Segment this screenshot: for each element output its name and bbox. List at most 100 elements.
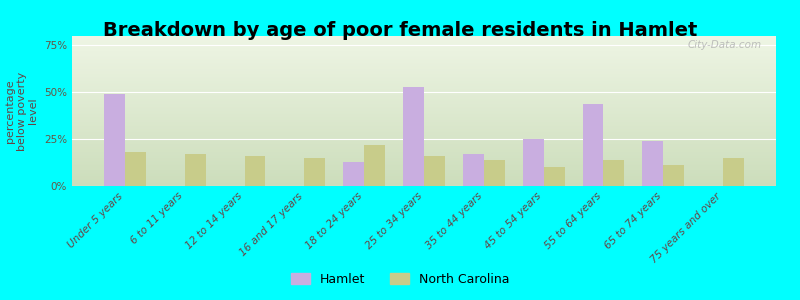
Bar [72, 72, 776, 74]
Bar [582, 103, 603, 186]
Bar [304, 158, 326, 186]
Bar [72, 126, 776, 128]
Bar [72, 171, 776, 172]
Bar [72, 129, 776, 130]
Bar [72, 160, 776, 162]
Bar [104, 94, 125, 186]
Bar [72, 56, 776, 57]
Bar [72, 154, 776, 156]
Bar [72, 85, 776, 87]
Bar [72, 142, 776, 144]
Bar [72, 87, 776, 88]
Bar [72, 92, 776, 93]
Bar [72, 123, 776, 124]
Bar [72, 51, 776, 52]
Bar [72, 90, 776, 92]
Bar [72, 167, 776, 168]
Bar [72, 148, 776, 150]
Bar [72, 99, 776, 100]
Bar [642, 141, 663, 186]
Bar [72, 108, 776, 110]
Bar [72, 80, 776, 81]
Bar [72, 46, 776, 48]
Bar [72, 124, 776, 126]
Bar [72, 75, 776, 76]
Bar [72, 138, 776, 140]
Bar [364, 145, 385, 186]
Bar [72, 159, 776, 160]
Bar [522, 139, 544, 186]
Bar [72, 122, 776, 123]
Bar [72, 52, 776, 54]
Bar [72, 36, 776, 38]
Bar [72, 184, 776, 186]
Bar [72, 158, 776, 159]
Bar [72, 116, 776, 117]
Bar [72, 93, 776, 94]
Bar [72, 111, 776, 112]
Bar [72, 105, 776, 106]
Bar [72, 172, 776, 174]
Bar [72, 164, 776, 165]
Bar [72, 66, 776, 68]
Bar [72, 156, 776, 158]
Bar [484, 160, 505, 186]
Bar [125, 152, 146, 186]
Bar [72, 39, 776, 40]
Bar [72, 177, 776, 178]
Bar [603, 160, 624, 186]
Bar [72, 180, 776, 182]
Bar [72, 165, 776, 166]
Bar [72, 183, 776, 184]
Bar [72, 84, 776, 86]
Bar [72, 81, 776, 82]
Text: City-Data.com: City-Data.com [688, 40, 762, 50]
Bar [72, 40, 776, 42]
Bar [72, 146, 776, 147]
Bar [72, 114, 776, 116]
Bar [72, 168, 776, 170]
Bar [72, 61, 776, 63]
Bar [72, 152, 776, 153]
Bar [245, 156, 266, 186]
Bar [72, 106, 776, 108]
Bar [72, 140, 776, 141]
Bar [72, 54, 776, 56]
Bar [72, 102, 776, 104]
Bar [72, 150, 776, 152]
Bar [72, 169, 776, 171]
Bar [72, 182, 776, 183]
Bar [72, 134, 776, 135]
Bar [72, 42, 776, 44]
Bar [72, 176, 776, 177]
Legend: Hamlet, North Carolina: Hamlet, North Carolina [286, 268, 514, 291]
Bar [723, 158, 744, 186]
Bar [72, 110, 776, 111]
Bar [72, 45, 776, 46]
Bar [185, 154, 206, 186]
Bar [72, 135, 776, 136]
Bar [72, 162, 776, 164]
Bar [72, 130, 776, 132]
Bar [72, 58, 776, 60]
Bar [72, 88, 776, 90]
Bar [72, 141, 776, 142]
Bar [72, 118, 776, 120]
Bar [72, 63, 776, 64]
Bar [72, 69, 776, 70]
Bar [72, 174, 776, 176]
Bar [72, 94, 776, 96]
Bar [72, 98, 776, 99]
Bar [72, 153, 776, 154]
Bar [72, 136, 776, 138]
Bar [72, 117, 776, 118]
Bar [72, 100, 776, 102]
Bar [663, 165, 684, 186]
Text: Breakdown by age of poor female residents in Hamlet: Breakdown by age of poor female resident… [103, 21, 697, 40]
Bar [72, 78, 776, 80]
Bar [343, 162, 364, 186]
Bar [72, 60, 776, 61]
Bar [72, 132, 776, 134]
Bar [72, 96, 776, 98]
Bar [72, 50, 776, 51]
